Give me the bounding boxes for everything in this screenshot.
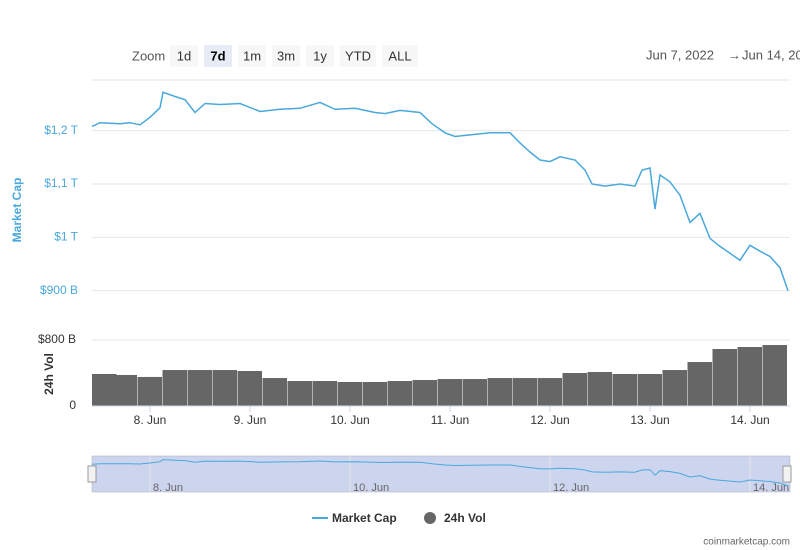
navigator-tick-label: 14. Jun <box>753 482 789 494</box>
zoom-button[interactable] <box>272 45 300 67</box>
volume-bar <box>237 371 262 406</box>
legend-label[interactable]: 24h Vol <box>444 511 486 525</box>
navigator-bg <box>91 455 791 493</box>
credit: coinmarketcap.com <box>703 537 790 548</box>
zoom-button[interactable] <box>382 45 418 67</box>
zoom-button-label[interactable]: 1d <box>177 48 191 63</box>
x-tick-label: 14. Jun <box>730 413 769 427</box>
zoom-button-label[interactable]: 7d <box>210 48 225 63</box>
volume-bar <box>662 370 687 406</box>
zoom-button-label[interactable]: 3m <box>277 48 295 63</box>
navigator-tick-label: 8. Jun <box>153 482 183 494</box>
y-tick-label: $1 T <box>54 230 78 244</box>
zoom-button-label[interactable]: 1m <box>243 48 261 63</box>
x-tick-label: 9. Jun <box>234 413 267 427</box>
volume-bar <box>112 374 137 406</box>
volume-bar <box>537 378 562 406</box>
volume-bar <box>362 381 387 406</box>
volume-bar <box>587 372 612 406</box>
zoom-button-label[interactable]: ALL <box>388 48 411 63</box>
y-axis-title: Market Cap <box>10 178 24 243</box>
zoom-button[interactable] <box>238 45 266 67</box>
volume-bar <box>437 379 462 406</box>
volume-bar <box>162 370 187 406</box>
navigator-tick-label: 12. Jun <box>553 482 589 494</box>
zoom-button[interactable] <box>170 45 198 67</box>
legend-symbol[interactable] <box>424 512 436 524</box>
volume-bar <box>512 378 537 406</box>
y2-axis-title: 24h Vol <box>42 353 56 395</box>
y-tick-label: 0 <box>69 398 76 412</box>
zoom-button-label[interactable]: 1y <box>313 48 327 63</box>
zoom-label: Zoom <box>132 48 165 63</box>
x-tick-label: 12. Jun <box>530 413 569 427</box>
y-tick-label: $1,2 T <box>44 123 78 137</box>
zoom-button[interactable] <box>306 45 334 67</box>
x-tick-label: 8. Jun <box>134 413 167 427</box>
volume-bar <box>287 381 312 406</box>
navigator-tick-label: 10. Jun <box>353 482 389 494</box>
legend-label[interactable]: Market Cap <box>332 511 397 525</box>
volume-bar <box>262 378 287 406</box>
volume-bar <box>612 373 637 406</box>
date-arrow: → <box>728 47 741 62</box>
volume-bar <box>462 379 487 406</box>
zoom-button-label[interactable]: YTD <box>345 48 371 63</box>
zoom-button[interactable] <box>204 45 232 67</box>
zoom-button[interactable] <box>340 45 376 67</box>
volume-bar <box>312 381 337 406</box>
volume-bar <box>337 381 362 406</box>
x-tick-label: 11. Jun <box>431 413 469 427</box>
volume-bar <box>187 370 212 406</box>
y-tick-label: $1,1 T <box>44 176 78 190</box>
market-cap-line <box>91 91 789 291</box>
volume-bar <box>387 381 412 406</box>
volume-bar <box>412 380 437 406</box>
navigator-handle[interactable] <box>87 465 97 483</box>
volume-bar <box>712 348 737 406</box>
volume-bar <box>212 370 237 406</box>
y-tick-label: $800 B <box>38 332 76 346</box>
volume-bar <box>92 373 117 406</box>
volume-bar <box>562 373 587 406</box>
volume-bar <box>762 345 787 406</box>
date-to: Jun 14, 2022 <box>742 47 800 62</box>
volume-bar <box>137 376 162 406</box>
date-from: Jun 7, 2022 <box>646 47 714 62</box>
x-tick-label: 13. Jun <box>630 413 669 427</box>
volume-bar <box>737 347 762 406</box>
navigator-line <box>91 459 789 487</box>
volume-bar <box>487 378 512 406</box>
x-tick-label: 10. Jun <box>330 413 369 427</box>
volume-bar <box>687 362 712 406</box>
navigator-handle[interactable] <box>782 465 792 483</box>
y-tick-label: $900 B <box>40 283 78 297</box>
volume-bar <box>637 373 662 406</box>
